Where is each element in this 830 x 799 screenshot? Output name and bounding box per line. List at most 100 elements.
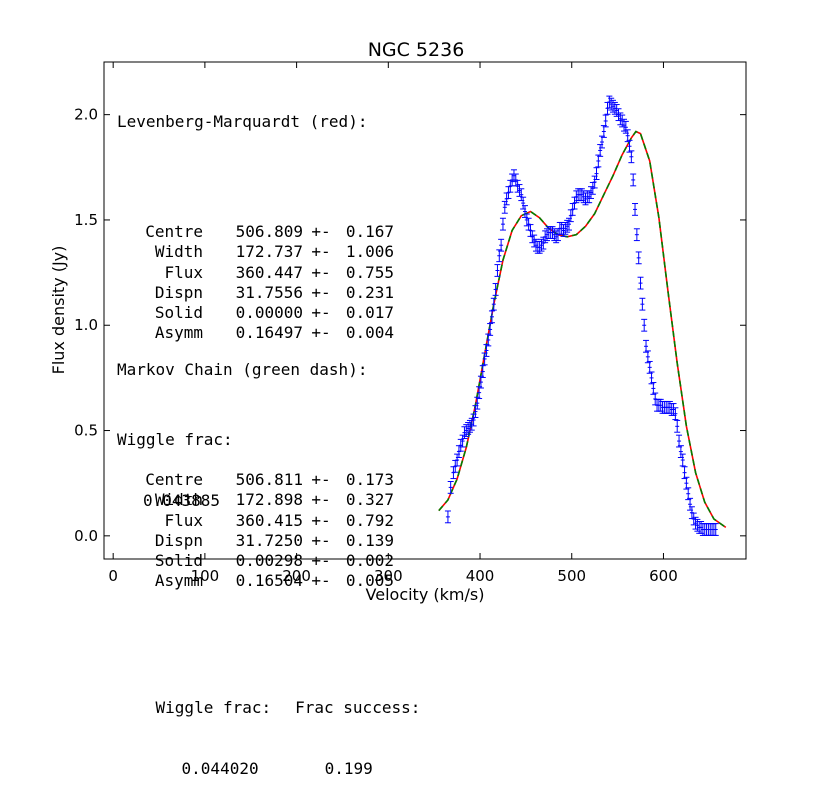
lm-param-err: 0.004: [345, 323, 394, 343]
mc-param-row: Dispn 31.7250 +- 0.139: [117, 531, 420, 551]
data-point: [602, 114, 609, 128]
x-tick-label: 200: [282, 567, 311, 585]
mc-success-value: 0.199: [324, 758, 373, 778]
lm-param-err: 0.167: [345, 222, 394, 242]
data-point: [459, 434, 466, 448]
data-point: [639, 297, 646, 311]
lm-param-pm: +-: [311, 262, 331, 282]
data-point: [488, 310, 495, 324]
chart-title: NGC 5236: [368, 39, 465, 61]
y-axis: 0.0 0.5 1.0 1.5 2.0: [74, 106, 746, 545]
y-tick-label: 1.5: [74, 211, 98, 229]
data-point: [492, 283, 499, 296]
lm-param-pm: +-: [311, 242, 331, 262]
lm-param-row: Flux 360.447 +- 0.755: [117, 263, 394, 283]
mc-param-pm: +-: [311, 571, 331, 591]
data-point: [630, 173, 637, 187]
data-point: [676, 434, 683, 448]
y-tick-label: 1.0: [74, 316, 98, 334]
mc-param-value: 172.898: [235, 490, 303, 510]
data-point: [600, 125, 607, 138]
mc-param-err: 0.173: [345, 470, 394, 490]
mc-fit-curve: [438, 130, 727, 529]
mc-param-err: 0.005: [345, 571, 394, 591]
data-point: [496, 249, 503, 263]
mc-param-row: Solid 0.00298 +- 0.002: [117, 551, 420, 571]
data-point: [712, 523, 719, 536]
mc-param-label: Width: [154, 490, 203, 510]
lm-param-label: Solid: [154, 302, 203, 322]
data-point: [595, 154, 602, 168]
lm-param-row: Asymm 0.16497 +- 0.004: [117, 323, 394, 343]
data-point: [597, 144, 604, 157]
mc-param-pm: +-: [311, 470, 331, 490]
lm-param-err: 0.017: [345, 302, 394, 322]
mc-param-label: Dispn: [154, 530, 203, 550]
data-point: [650, 382, 657, 395]
mc-param-label: Asymm: [154, 571, 203, 591]
mc-param-row: Width 172.898 +- 0.327: [117, 490, 420, 510]
lm-param-label: Asymm: [154, 323, 203, 343]
data-point: [679, 453, 686, 467]
lm-param-value: 506.809: [235, 222, 303, 242]
lm-param-value: 172.737: [235, 242, 303, 262]
x-tick-label: 100: [191, 567, 220, 585]
lm-param-row: Solid 0.00000 +- 0.017: [117, 303, 394, 323]
data-point: [487, 323, 494, 336]
data-point: [685, 487, 692, 501]
mc-header: Markov Chain (green dash):: [117, 360, 368, 379]
data-point: [637, 276, 644, 290]
data-point: [643, 339, 650, 353]
lm-param-err: 1.006: [345, 242, 394, 262]
data-point: [641, 318, 648, 332]
x-tick-label: 600: [649, 567, 678, 585]
x-axis: 0 100 200 300 400 500 600: [108, 62, 678, 585]
lm-param-label: Flux: [164, 262, 203, 282]
data-point: [683, 476, 690, 490]
mc-param-label: Centre: [145, 470, 203, 490]
x-axis-label: Velocity (km/s): [366, 585, 485, 604]
mc-param-row: Asymm 0.16504 +- 0.005: [117, 571, 420, 591]
lm-param-value: 0.00000: [235, 302, 303, 322]
data-point: [681, 466, 688, 480]
data-point: [648, 371, 655, 385]
data-point: [626, 139, 633, 153]
lm-header: Levenberg-Marquardt (red):: [117, 112, 368, 131]
mc-param-value: 31.7250: [235, 530, 303, 550]
data-point: [490, 297, 497, 311]
data-point: [447, 481, 454, 494]
mc-param-err: 0.792: [345, 510, 394, 530]
y-tick-label: 0.0: [74, 527, 98, 545]
mc-param-err: 0.002: [345, 550, 394, 570]
fit-curves: [438, 130, 727, 529]
lm-param-row: Centre 506.809 +- 0.167: [117, 222, 394, 242]
data-point: [444, 510, 451, 524]
mc-param-err: 0.139: [345, 530, 394, 550]
data-point: [632, 203, 639, 216]
x-tick-label: 0: [108, 567, 118, 585]
lm-param-label: Dispn: [154, 282, 203, 302]
data-point: [672, 407, 679, 421]
data-point: [633, 228, 640, 242]
lm-param-value: 360.447: [235, 262, 303, 282]
y-axis-label: Flux density (Jy): [49, 246, 68, 375]
plot-area: [103, 61, 747, 560]
data-point: [644, 350, 651, 364]
mc-annotation: Markov Chain (green dash): Centre 506.811…: [117, 320, 420, 779]
x-tick-label: 300: [374, 567, 403, 585]
lm-wiggle-value: 0.043885: [143, 490, 221, 510]
lm-param-label: Width: [154, 242, 203, 262]
data-point: [677, 445, 684, 458]
lm-param-err: 0.755: [345, 262, 394, 282]
lm-param-pm: +-: [311, 302, 331, 322]
data-point: [593, 167, 600, 181]
lm-param-row: Width 172.737 +- 1.006: [117, 242, 394, 262]
lm-param-row: Dispn 31.7556 +- 0.231: [117, 283, 394, 303]
mc-parameters: Centre 506.811 +- 0.173 Width 172.898 +- 0.327 F…: [117, 470, 420, 591]
chart: NGC 5236 0 100 200 300 400 500 600 0.0 0.5 1.0 1.…: [49, 39, 747, 604]
lm-annotation: Levenberg-Marquardt (red): Centre 506.809…: [117, 72, 394, 531]
mc-success-label: Frac success:: [295, 698, 421, 718]
y-tick-label: 0.5: [74, 422, 98, 440]
lm-param-value: 31.7556: [235, 282, 303, 302]
mc-param-pm: +-: [311, 490, 331, 510]
